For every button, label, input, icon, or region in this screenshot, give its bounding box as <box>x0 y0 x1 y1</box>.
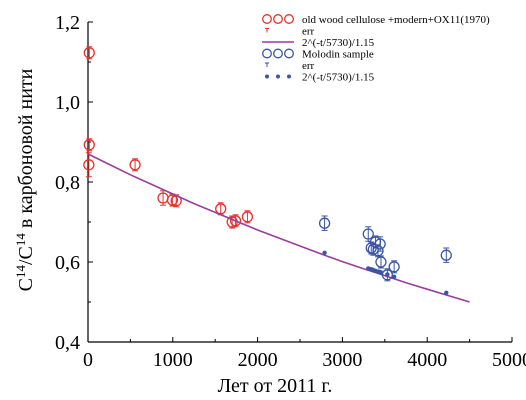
legend-marker <box>284 48 294 59</box>
legend-label: 2^(-t/5730)/1.15 <box>302 37 375 49</box>
legend-marker <box>273 48 283 59</box>
data-point <box>374 238 386 250</box>
legend-marker <box>273 14 283 24</box>
model-dot <box>385 272 390 277</box>
data-point <box>83 139 95 151</box>
legend-entry-2: 2^(-t/5730)/1.15 <box>262 37 375 49</box>
data-point <box>440 249 452 261</box>
x-tick-label: 2000 <box>238 349 278 371</box>
series-5 <box>322 250 449 295</box>
y-tick-label: 1,2 <box>55 12 80 34</box>
legend-label: err <box>302 60 315 72</box>
legend-dot <box>287 74 291 79</box>
y-axis-label-sup1: 14 <box>13 265 28 279</box>
model-dot <box>378 270 384 275</box>
data-point <box>381 269 393 281</box>
legend-dot <box>265 74 269 79</box>
y-axis-label-c: C <box>15 278 37 291</box>
legend-entry-4: err <box>265 60 315 72</box>
data-point <box>241 211 254 223</box>
legend-label: 2^(-t/5730)/1.15 <box>302 72 375 84</box>
data-point <box>83 47 95 59</box>
y-axis: 0,4 0,6 0,8 1,0 1,2 <box>55 12 93 354</box>
data-point <box>166 194 179 206</box>
y-axis-label-slash: /C <box>15 246 37 265</box>
legend-entry-3: Molodin sample <box>262 48 374 61</box>
data-point <box>83 159 95 171</box>
data-point <box>129 159 141 171</box>
data-point <box>388 261 400 273</box>
series-0 <box>83 46 254 229</box>
model-dot <box>444 290 449 295</box>
y-tick-label: 0,8 <box>55 172 80 194</box>
legend-entry-5: 2^(-t/5730)/1.15 <box>265 72 375 84</box>
legend-entry-1: err <box>265 26 315 38</box>
legend-label: old wood cellulose +modern+OX11(1970) <box>302 14 490 26</box>
y-tick-label: 0,6 <box>55 252 80 274</box>
data-point <box>229 215 242 227</box>
model-dot <box>391 274 397 279</box>
y-axis-label: C14/C14 в карбоновой нити <box>13 68 38 291</box>
legend: old wood cellulose +modern+OX11(1970)err… <box>262 14 490 84</box>
x-tick-label: 3000 <box>322 349 362 371</box>
data-point <box>375 256 387 268</box>
y-tick-label: 1,0 <box>55 92 80 114</box>
decay-curve-line <box>87 153 470 303</box>
x-tick-label: 4000 <box>407 349 447 371</box>
legend-label: Molodin sample <box>302 49 374 61</box>
data-point <box>362 228 374 240</box>
legend-label: err <box>302 26 315 38</box>
series-3 <box>318 215 452 282</box>
y-tick-label: 0,4 <box>55 332 80 354</box>
series-layer <box>83 46 470 303</box>
x-tick-label: 1000 <box>153 349 193 371</box>
series-2 <box>87 153 470 303</box>
x-axis-label: Лет от 2011 г. <box>218 375 333 397</box>
data-point <box>215 203 227 215</box>
y-axis-label-sup2: 14 <box>13 233 28 247</box>
y-axis-label-rest: в карбоновой нити <box>15 68 37 233</box>
x-tick-label: 0 <box>83 349 93 371</box>
legend-marker <box>284 14 294 24</box>
legend-dot <box>276 74 280 79</box>
legend-entry-0: old wood cellulose +modern+OX11(1970) <box>262 14 490 26</box>
legend-marker <box>262 14 272 24</box>
legend-marker <box>262 48 272 59</box>
model-dot <box>322 250 327 255</box>
data-point <box>318 217 331 229</box>
